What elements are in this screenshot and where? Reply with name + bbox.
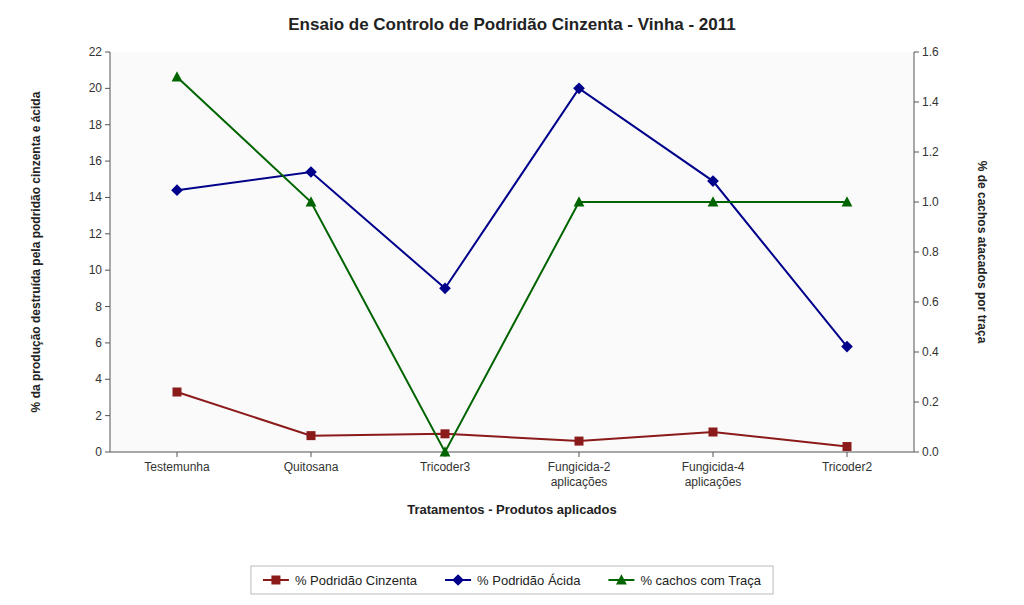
tick-mark bbox=[914, 452, 919, 453]
tick-mark bbox=[105, 270, 110, 271]
tick-mark bbox=[105, 452, 110, 453]
axes: 0 2 4 6 8 10 12 14 16 18 20 22 0.0 0.2 0.4 0.6 0.8 1.0 1.2… bbox=[89, 45, 939, 489]
data-point bbox=[171, 184, 183, 196]
tick-mark bbox=[713, 452, 714, 457]
data bbox=[171, 71, 853, 456]
data-point bbox=[306, 196, 317, 206]
legend-label: % Podridão Ácida bbox=[477, 573, 581, 588]
x-axis-title: Tratamentos - Produtos aplicados bbox=[407, 502, 617, 517]
tick-label: Quitosana bbox=[284, 460, 339, 474]
tick-label: Tricoder2 bbox=[822, 460, 873, 474]
tick-label: 1.6 bbox=[922, 45, 939, 59]
y-axis-line bbox=[110, 52, 111, 452]
tick-mark bbox=[579, 452, 580, 457]
tick-mark bbox=[914, 302, 919, 303]
tick-label: 18 bbox=[89, 118, 103, 132]
tick-mark bbox=[914, 202, 919, 203]
data-point bbox=[841, 341, 853, 353]
tick-label: 16 bbox=[89, 154, 103, 168]
tick-label: 0 bbox=[95, 445, 102, 459]
tick-label: Tricoder3 bbox=[420, 460, 471, 474]
data-point bbox=[843, 442, 852, 451]
tick-mark bbox=[105, 124, 110, 125]
tick-mark bbox=[105, 415, 110, 416]
tick-label: 1.2 bbox=[922, 145, 939, 159]
tick-label: 2 bbox=[95, 409, 102, 423]
legend-box bbox=[251, 566, 773, 594]
data-point bbox=[439, 283, 451, 295]
tick-label: 1.0 bbox=[922, 195, 939, 209]
tick-label: 1.4 bbox=[922, 95, 939, 109]
legend-item: % Podridão Cinzenta bbox=[263, 573, 418, 588]
tick-label: 8 bbox=[95, 300, 102, 314]
tick-mark bbox=[105, 161, 110, 162]
data-point bbox=[707, 175, 719, 187]
tick-mark bbox=[914, 352, 919, 353]
tick-mark bbox=[914, 52, 919, 53]
x-axis-line bbox=[110, 452, 914, 453]
data-point bbox=[842, 196, 853, 206]
tick-mark bbox=[105, 306, 110, 307]
tick-label: 10 bbox=[89, 263, 103, 277]
legend-item: % Podridão Ácida bbox=[445, 573, 581, 588]
tick-mark bbox=[105, 52, 110, 53]
series-line bbox=[177, 77, 847, 452]
data-point bbox=[709, 428, 718, 437]
data-point bbox=[305, 166, 317, 178]
tick-mark bbox=[914, 252, 919, 253]
tick-label: 0.0 bbox=[922, 445, 939, 459]
tick-mark bbox=[177, 452, 178, 457]
tick-mark bbox=[914, 402, 919, 403]
legend-label: % cachos com Traça bbox=[640, 573, 761, 588]
y2-axis-title: % de cachos atacados por traça bbox=[975, 161, 989, 344]
tick-label: 12 bbox=[89, 227, 103, 241]
data-point bbox=[575, 437, 584, 446]
tick-label: 0.4 bbox=[922, 345, 939, 359]
tick-mark bbox=[914, 102, 919, 103]
data-point bbox=[574, 196, 585, 206]
tick-label: 4 bbox=[95, 372, 102, 386]
series-line bbox=[177, 392, 847, 447]
tick-label: 22 bbox=[89, 45, 103, 59]
data-point bbox=[708, 196, 719, 206]
tick-label: 14 bbox=[89, 190, 103, 204]
tick-label: Fungicida-2aplicações bbox=[548, 460, 611, 489]
tick-label: 0.2 bbox=[922, 395, 939, 409]
data-point bbox=[307, 431, 316, 440]
chart: 0 2 4 6 8 10 12 14 16 18 20 22 0.0 0.2 0.4 0.6 0.8 1.0 1.2… bbox=[0, 0, 1024, 605]
tick-label: Fungicida-4aplicações bbox=[682, 460, 745, 489]
tick-label: 0.8 bbox=[922, 245, 939, 259]
tick-mark bbox=[105, 197, 110, 198]
legend-marker bbox=[271, 576, 280, 585]
tick-mark bbox=[847, 452, 848, 457]
legend-marker bbox=[452, 574, 464, 586]
chart-title: Ensaio de Controlo de Podridão Cinzenta … bbox=[288, 15, 735, 34]
plot-area bbox=[110, 52, 914, 452]
tick-label: 20 bbox=[89, 81, 103, 95]
tick-label: 0.6 bbox=[922, 295, 939, 309]
tick-mark bbox=[105, 233, 110, 234]
y2-axis-line bbox=[914, 52, 915, 452]
legend-label: % Podridão Cinzenta bbox=[295, 573, 418, 588]
tick-mark bbox=[105, 342, 110, 343]
legend: % Podridão Cinzenta % Podridão Ácida % cac… bbox=[251, 566, 773, 594]
data-point bbox=[441, 429, 450, 438]
legend-marker bbox=[616, 574, 627, 584]
tick-mark bbox=[105, 379, 110, 380]
tick-mark bbox=[105, 88, 110, 89]
data-point bbox=[573, 83, 585, 95]
y-axis-title: % da produção destruída pela podridão ci… bbox=[29, 91, 43, 412]
data-point bbox=[172, 71, 183, 81]
data-point bbox=[173, 388, 182, 397]
data-point bbox=[440, 446, 451, 456]
tick-label: 6 bbox=[95, 336, 102, 350]
series-line bbox=[177, 88, 847, 346]
tick-mark bbox=[914, 152, 919, 153]
tick-mark bbox=[311, 452, 312, 457]
legend-item: % cachos com Traça bbox=[608, 573, 761, 588]
tick-label: Testemunha bbox=[144, 460, 210, 474]
